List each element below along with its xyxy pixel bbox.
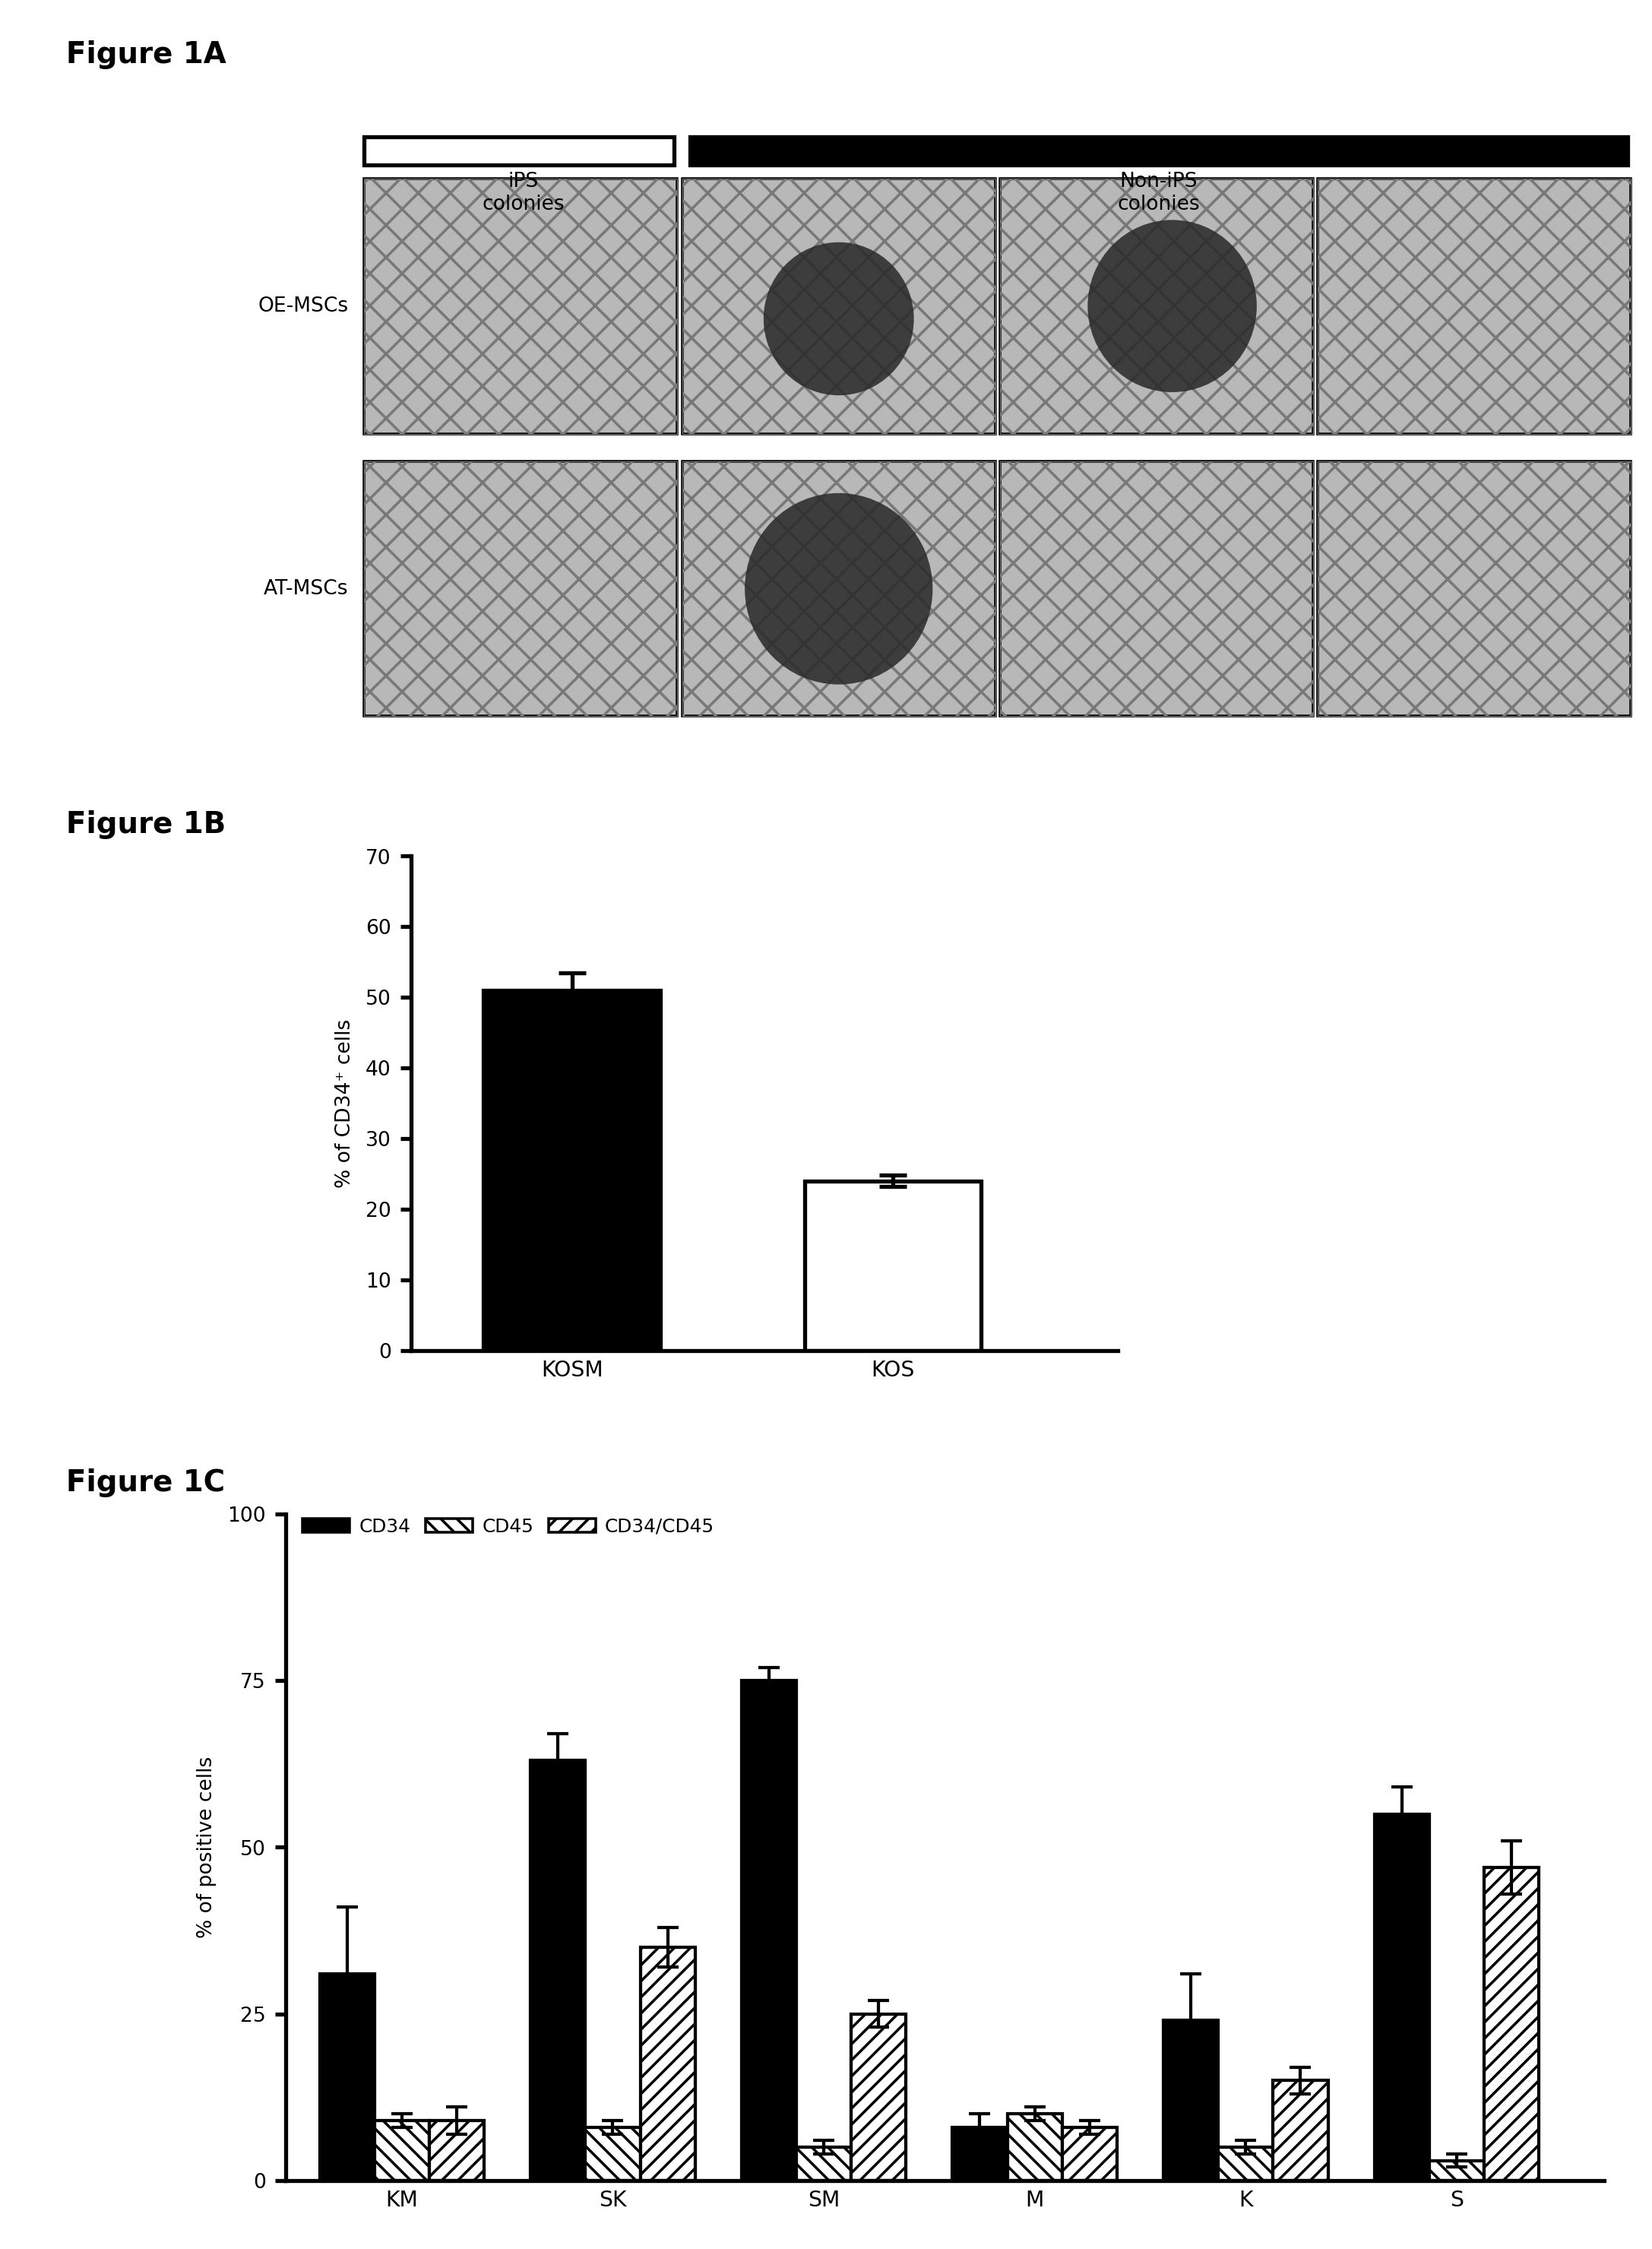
Bar (363, 178, 677, 434)
Bar (363, 137, 674, 164)
Bar (999, 461, 1313, 717)
Text: Figure 1B: Figure 1B (66, 810, 226, 839)
Bar (1318, 178, 1631, 434)
Text: OE-MSCs: OE-MSCs (258, 297, 349, 317)
Bar (682, 178, 995, 434)
Bar (682, 461, 995, 717)
Text: Non-iPS
colonies: Non-iPS colonies (1117, 171, 1199, 214)
Ellipse shape (1087, 220, 1257, 391)
Bar (682, 178, 995, 434)
Bar (1318, 461, 1631, 717)
Bar (691, 137, 1627, 164)
Ellipse shape (763, 243, 914, 396)
Bar (999, 461, 1313, 717)
Text: Figure 1C: Figure 1C (66, 1469, 225, 1498)
Text: AT-MSCs: AT-MSCs (264, 578, 349, 598)
Bar (363, 178, 677, 434)
Bar (1318, 178, 1631, 434)
Text: iPS
colonies: iPS colonies (482, 171, 565, 214)
Bar (682, 461, 995, 717)
Bar (999, 178, 1313, 434)
Ellipse shape (745, 493, 932, 684)
Bar (1318, 461, 1631, 717)
Bar (999, 178, 1313, 434)
Bar (363, 461, 677, 717)
Bar (363, 461, 677, 717)
Text: Figure 1A: Figure 1A (66, 40, 226, 70)
